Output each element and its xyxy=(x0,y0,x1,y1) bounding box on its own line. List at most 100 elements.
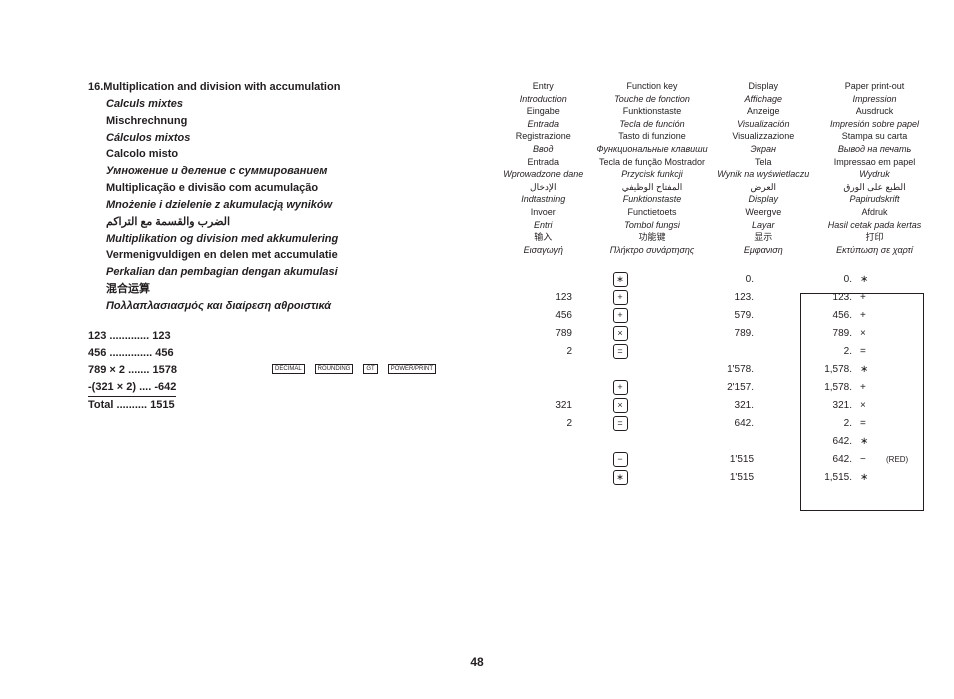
header-cell: Tecla de función xyxy=(593,118,712,131)
header-row: 输入功能键显示打印 xyxy=(494,231,934,244)
header-cell: 输入 xyxy=(494,231,593,244)
section-title: Умножение и деление с суммированием xyxy=(64,164,464,179)
print-op-cell: = xyxy=(856,418,884,429)
switch-label: DECIMAL xyxy=(272,364,305,374)
entry-cell: 123 xyxy=(494,292,584,303)
section-title: Mnożenie i dzielenie z akumulacją wynikó… xyxy=(64,198,464,213)
header-cell: Funktionstaste xyxy=(593,105,712,118)
calc-row: 321×321.321.× xyxy=(494,396,934,414)
print-cell: 789. xyxy=(766,328,856,339)
header-cell: Paper print-out xyxy=(815,80,934,93)
key-cell: × xyxy=(584,398,656,413)
calc-row: 456+579.456.+ xyxy=(494,306,934,324)
key-cell: + xyxy=(584,308,656,323)
header-row: ВводФункциональные клавишиЭкранВывод на … xyxy=(494,143,934,156)
print-note-cell: (RED) xyxy=(884,455,916,464)
header-cell: Tela xyxy=(711,156,815,169)
header-cell: Tasto di funzione xyxy=(593,130,712,143)
header-cell: Entrada xyxy=(494,118,593,131)
keypad-row: -(321 × 2) .... -642 xyxy=(88,379,464,397)
header-cell: الطبع على الورق xyxy=(815,181,934,194)
header-cell: Impression xyxy=(815,93,934,106)
calc-row: ∗0.0.∗ xyxy=(494,270,934,288)
header-cell: Display xyxy=(711,193,815,206)
header-cell: Anzeige xyxy=(711,105,815,118)
header-cell: Wynik na wyświetlaczu xyxy=(711,168,815,181)
header-cell: Wydruk xyxy=(815,168,934,181)
right-column: EntryFunction keyDisplayPaper print-outI… xyxy=(494,80,934,486)
header-cell: Indtastning xyxy=(494,193,593,206)
header-row: RegistrazioneTasto di funzioneVisualizza… xyxy=(494,130,934,143)
display-cell: 579. xyxy=(656,310,766,321)
print-op-cell: ∗ xyxy=(856,274,884,285)
entry-cell: 321 xyxy=(494,400,584,411)
print-op-cell: − xyxy=(856,454,884,465)
switch-label: POWER/PRINT xyxy=(388,364,436,374)
header-row: ΕισαγωγήΠλήκτρο συνάρτησηςΕμφανισηΕκτύπω… xyxy=(494,244,934,257)
header-cell: Stampa su carta xyxy=(815,130,934,143)
key-cell: = xyxy=(584,344,656,359)
section-title: Multiplikation og division med akkumuler… xyxy=(64,232,464,247)
header-cell: Wprowadzone dane xyxy=(494,168,593,181)
section-title: Mischrechnung xyxy=(64,114,464,129)
section-title: Multiplicação e divisão com acumulação xyxy=(64,181,464,196)
print-op-cell: = xyxy=(856,346,884,357)
header-cell: Entry xyxy=(494,80,593,93)
entry-cell: 789 xyxy=(494,328,584,339)
key-cell: × xyxy=(584,326,656,341)
function-key-icon: = xyxy=(613,416,628,431)
header-cell: Visualizzazione xyxy=(711,130,815,143)
header-cell: Introduction xyxy=(494,93,593,106)
header-cell: Πλήκτρο συνάρτησης xyxy=(593,244,712,257)
print-cell: 2. xyxy=(766,346,856,357)
header-cell: Function key xyxy=(593,80,712,93)
print-op-cell: + xyxy=(856,292,884,303)
header-cell: Εκτύπωση σε χαρτί xyxy=(815,244,934,257)
header-cell: Ввод xyxy=(494,143,593,156)
section-title: Cálculos mixtos xyxy=(64,131,464,146)
header-cell: Ausdruck xyxy=(815,105,934,118)
keypad-row: Total .......... 1515 xyxy=(88,397,464,414)
header-cell: Tombol fungsi xyxy=(593,219,712,232)
key-cell: ∗ xyxy=(584,272,656,287)
header-cell: Invoer xyxy=(494,206,593,219)
key-cell: − xyxy=(584,452,656,467)
display-cell: 1'515 xyxy=(656,472,766,483)
display-cell: 642. xyxy=(656,418,766,429)
print-cell: 1,578. xyxy=(766,364,856,375)
print-cell: 123. xyxy=(766,292,856,303)
print-cell: 456. xyxy=(766,310,856,321)
print-cell: 321. xyxy=(766,400,856,411)
header-cell: Display xyxy=(711,80,815,93)
header-row: IntroductionTouche de fonctionAffichageI… xyxy=(494,93,934,106)
section-title: Πολλαπλασιασμός και διαίρεση αθροιστικά xyxy=(64,299,464,314)
print-op-cell: + xyxy=(856,382,884,393)
print-op-cell: × xyxy=(856,328,884,339)
key-cell: + xyxy=(584,380,656,395)
header-cell: 打印 xyxy=(815,231,934,244)
entry-cell: 2 xyxy=(494,418,584,429)
function-key-icon: × xyxy=(613,398,628,413)
header-cell: Functietoets xyxy=(593,206,712,219)
header-cell: Impresión sobre papel xyxy=(815,118,934,131)
print-op-cell: ∗ xyxy=(856,436,884,447)
header-row: الإدخالالمفتاح الوظيفيالعرضالطبع على الو… xyxy=(494,181,934,194)
header-cell: Entri xyxy=(494,219,593,232)
header-cell: Papirudskrift xyxy=(815,193,934,206)
print-op-cell: + xyxy=(856,310,884,321)
header-row: EntradaTecla de funciónVisualizaciónImpr… xyxy=(494,118,934,131)
header-row: EntradaTecla de função MostradorTelaImpr… xyxy=(494,156,934,169)
header-cell: Tecla de função Mostrador xyxy=(593,156,712,169)
calc-row: 2=2.= xyxy=(494,342,934,360)
print-cell: 642. xyxy=(766,454,856,465)
header-cell: Weergve xyxy=(711,206,815,219)
print-op-cell: ∗ xyxy=(856,472,884,483)
calc-row: 2=642.2.= xyxy=(494,414,934,432)
function-key-icon: × xyxy=(613,326,628,341)
header-cell: 功能键 xyxy=(593,231,712,244)
left-column: 16.Multiplication and division with accu… xyxy=(64,80,484,486)
display-cell: 123. xyxy=(656,292,766,303)
header-cell: العرض xyxy=(711,181,815,194)
header-cell: Registrazione xyxy=(494,130,593,143)
switch-settings-image: DECIMALROUNDINGGTPOWER/PRINT xyxy=(272,364,436,374)
